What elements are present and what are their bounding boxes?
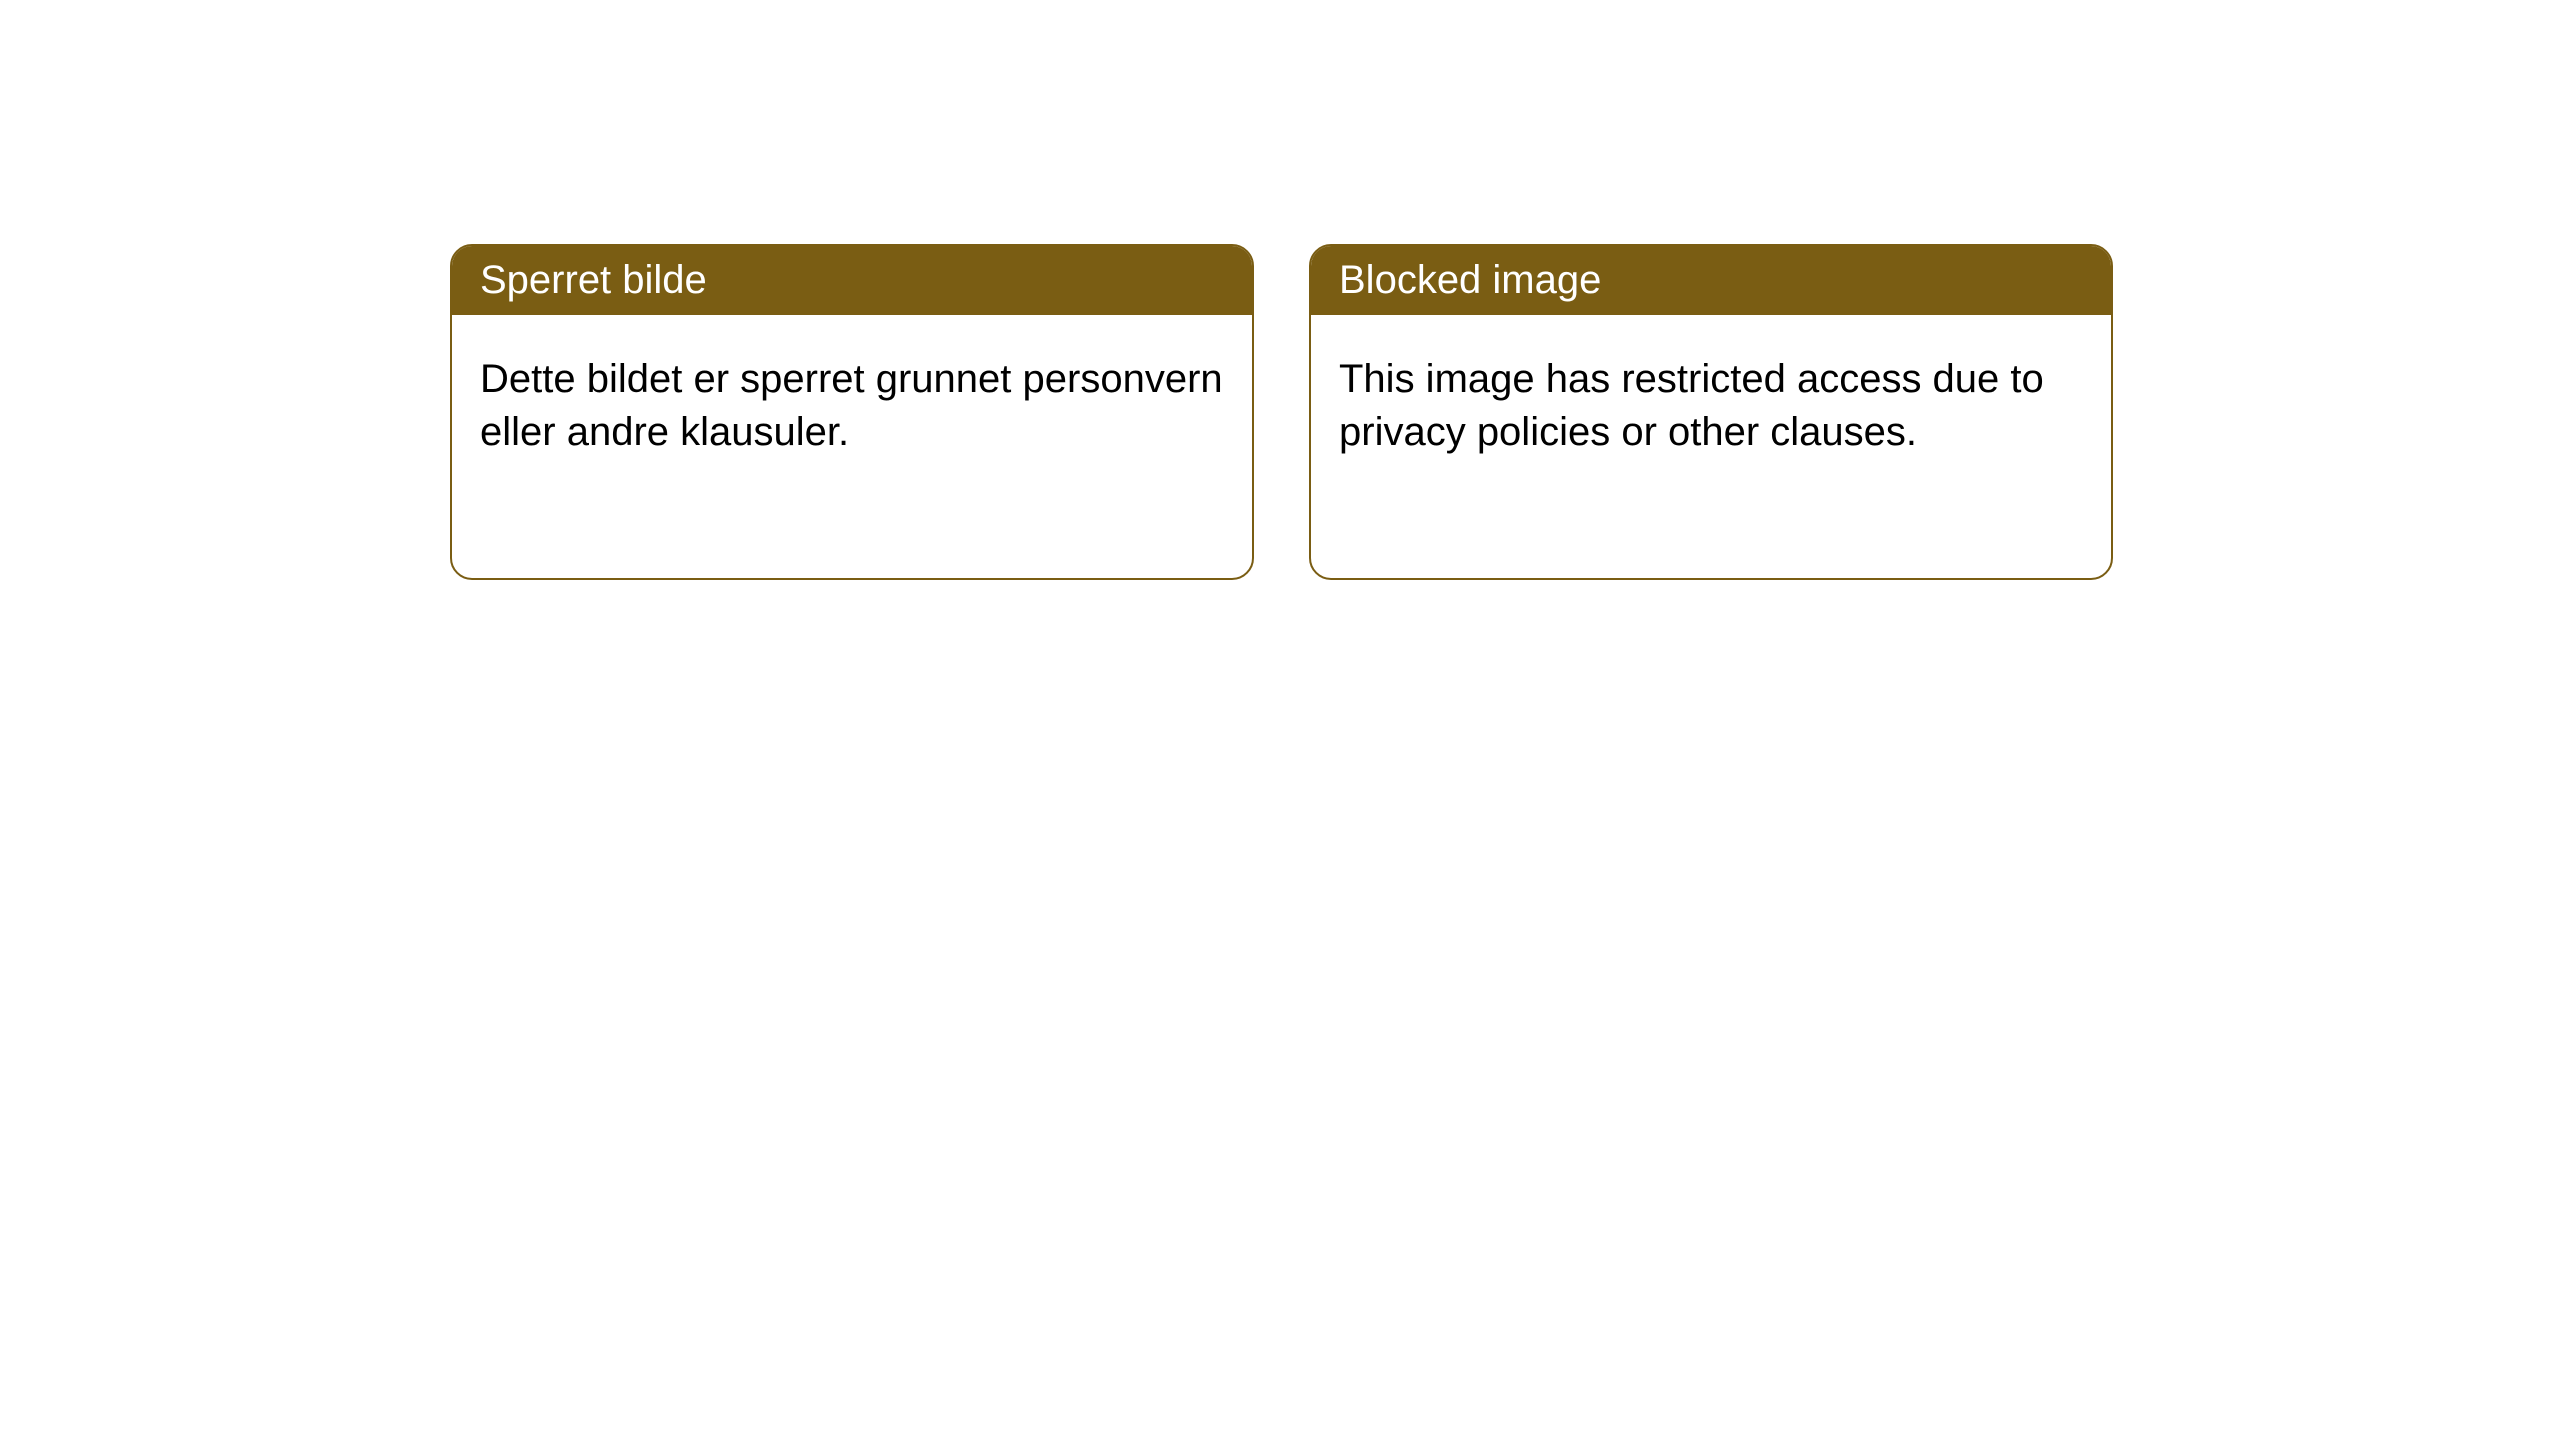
notice-card-header: Sperret bilde (452, 246, 1252, 315)
notice-card-header: Blocked image (1311, 246, 2111, 315)
notice-card-body: Dette bildet er sperret grunnet personve… (452, 315, 1252, 497)
notice-body-text: This image has restricted access due to … (1339, 357, 2044, 454)
notice-title: Sperret bilde (480, 258, 707, 302)
notice-card-norwegian: Sperret bilde Dette bildet er sperret gr… (450, 244, 1254, 580)
notice-panels-container: Sperret bilde Dette bildet er sperret gr… (450, 244, 2113, 580)
notice-card-body: This image has restricted access due to … (1311, 315, 2111, 497)
notice-title: Blocked image (1339, 258, 1601, 302)
notice-card-english: Blocked image This image has restricted … (1309, 244, 2113, 580)
notice-body-text: Dette bildet er sperret grunnet personve… (480, 357, 1223, 454)
